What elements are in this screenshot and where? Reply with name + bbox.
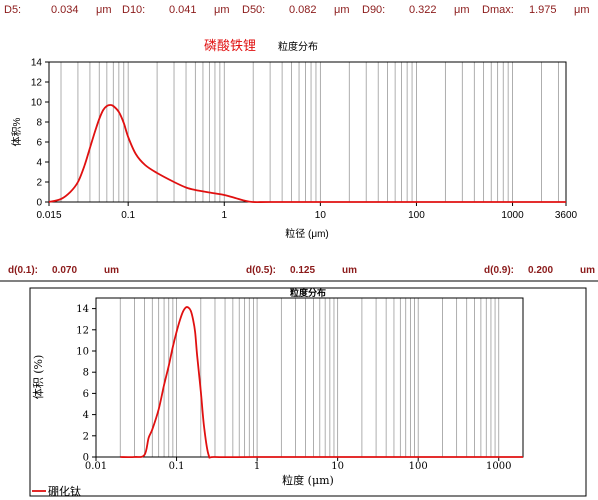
stat-label: d(0.1):: [8, 265, 38, 276]
x-tick-label: 1: [221, 210, 227, 221]
x-tick-label: 1: [254, 461, 260, 472]
y-tick-label: 6: [36, 138, 42, 149]
x-tick-label: 1000: [486, 461, 511, 472]
stat-label: D90:: [362, 4, 385, 16]
stat-unit: μm: [454, 4, 470, 16]
particle-size-chart-bottom: 粒度分布 0 2 4 6 8 10 12 14 0.01 0.1 1 10 100 1000 体积 (%…: [29, 287, 587, 498]
stat-label: Dmax:: [482, 4, 514, 16]
stat-unit: μm: [574, 4, 590, 16]
top-chart-x-ticks: 0.015 0.1 1 10 100 1000 3600: [36, 202, 578, 221]
stat-label: D5:: [4, 4, 21, 16]
stat-unit: μm: [214, 4, 230, 16]
legend-label: 硼化钛: [48, 484, 81, 498]
bottom-chart-x-ticks: 0.01 0.1 1 10 100 1000: [85, 457, 511, 472]
x-tick-label: 100: [408, 210, 425, 221]
top-chart-grid: [60, 62, 559, 202]
stat-value: 0.322: [409, 4, 437, 16]
y-tick-label: 4: [36, 158, 42, 169]
y-tick-label: 2: [83, 431, 89, 442]
middle-stats-bar: d(0.1): 0.070 um d(0.5): 0.125 um d(0.9): 0.200…: [8, 265, 595, 276]
y-tick-label: 8: [83, 368, 89, 379]
stat-value: 0.125: [290, 265, 315, 276]
x-tick-label: 0.01: [85, 461, 107, 472]
chart-title: 磷酸铁锂: [204, 38, 256, 53]
stat-value: 0.070: [52, 265, 77, 276]
top-stats-bar: D5: 0.034 μm D10: 0.041 μm D50: 0.082 μm D90: 0.32…: [4, 4, 590, 16]
bottom-chart-title: 粒度分布: [290, 287, 326, 298]
y-tick-label: 10: [31, 98, 43, 109]
y-tick-label: 6: [83, 389, 89, 400]
bottom-chart-distribution-curve: [120, 306, 523, 459]
top-chart-x-label: 粒径 (μm): [285, 227, 329, 240]
stat-value: 0.034: [51, 4, 79, 16]
x-tick-label: 10: [315, 210, 327, 221]
stat-value: 0.082: [289, 4, 317, 16]
bottom-chart-y-ticks: 0 2 4 6 8 10 12 14: [76, 304, 96, 464]
x-tick-label: 0.1: [169, 461, 185, 472]
x-tick-label: 3600: [555, 210, 578, 221]
stat-value: 1.975: [529, 4, 557, 16]
stat-label: D10:: [122, 4, 145, 16]
top-chart-distribution-curve: [48, 104, 566, 204]
y-tick-label: 4: [83, 410, 89, 421]
stat-unit: um: [104, 265, 119, 276]
stat-value: 0.041: [169, 4, 197, 16]
y-tick-label: 8: [36, 118, 42, 129]
stat-label: d(0.5):: [246, 265, 276, 276]
stat-value: 0.200: [528, 265, 553, 276]
stat-label: D50:: [242, 4, 265, 16]
y-tick-label: 10: [76, 347, 89, 358]
y-tick-label: 2: [36, 178, 42, 189]
stat-unit: um: [580, 265, 595, 276]
stat-unit: μm: [96, 4, 112, 16]
bottom-chart-outer-frame: [29, 287, 587, 497]
chart-subtitle: 粒度分布: [278, 40, 318, 53]
x-tick-label: 10: [331, 461, 344, 472]
bottom-chart-x-label: 粒度 (μm): [282, 473, 334, 487]
x-tick-label: 0.015: [36, 210, 61, 221]
stat-unit: um: [342, 265, 357, 276]
x-tick-label: 1000: [501, 210, 524, 221]
top-chart-y-label: 体积%: [11, 117, 23, 146]
x-tick-label: 0.1: [121, 210, 135, 221]
y-tick-label: 14: [76, 304, 89, 315]
bottom-chart-y-label: 体积 (%): [31, 355, 45, 400]
y-tick-label: 12: [76, 325, 89, 336]
y-tick-label: 14: [31, 58, 43, 69]
bottom-chart-grid: [119, 298, 500, 457]
stat-unit: μm: [334, 4, 350, 16]
bottom-chart-legend: 硼化钛: [32, 484, 81, 498]
particle-size-chart-top: 磷酸铁锂 粒度分布 0 2 4 6 8 10 12 14 0.015 0.1 1 10 100 1000…: [11, 38, 578, 240]
top-chart-y-ticks: 0 2 4 6 8 10 12 14: [31, 58, 49, 209]
y-tick-label: 0: [83, 453, 89, 464]
y-tick-label: 0: [36, 198, 42, 209]
stat-label: d(0.9):: [484, 265, 514, 276]
bottom-chart-plot-frame: [95, 297, 524, 458]
x-tick-label: 100: [409, 461, 428, 472]
y-tick-label: 12: [31, 78, 43, 89]
